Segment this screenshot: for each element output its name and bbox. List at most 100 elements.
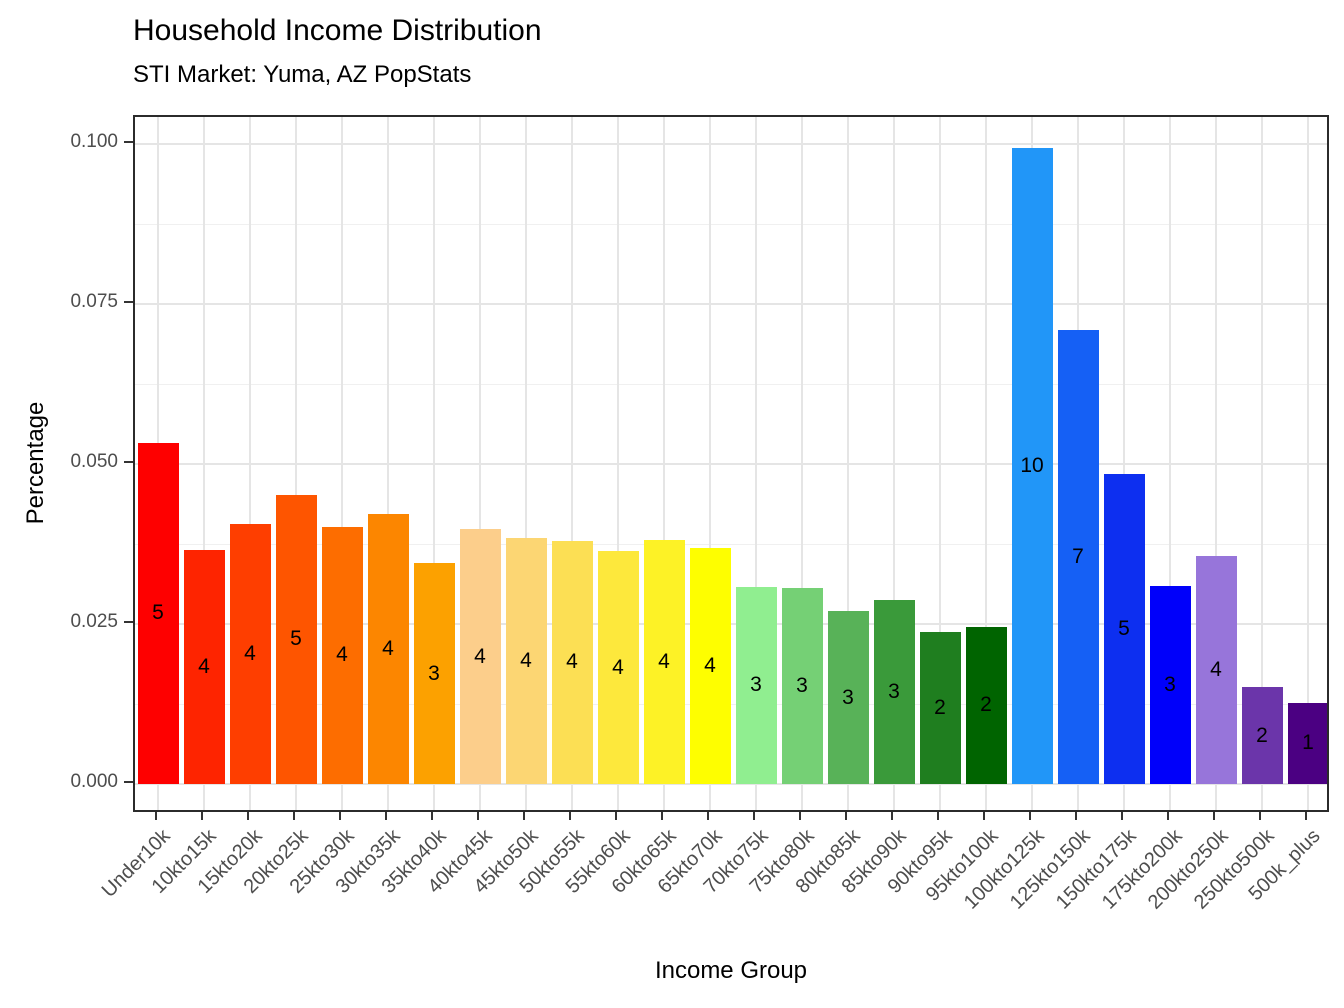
x-tick-mark (385, 812, 387, 820)
gridline-vertical (847, 117, 849, 810)
plot-panel: 5 4 4 5 4 4 3 4 4 4 4 4 4 3 3 3 3 2 2 10 7 5 3 4 2 1 (133, 115, 1329, 812)
y-tick-label: 0.100 (70, 131, 118, 152)
bar-70kto75k (735, 586, 777, 784)
bar-95kto100k (965, 626, 1007, 784)
gridline-major (135, 623, 1327, 625)
bar-175kto200k (1149, 585, 1191, 784)
bar-value-label: 2 (1256, 723, 1268, 747)
x-tick-mark (293, 812, 295, 820)
y-tick-label: 0.075 (70, 291, 118, 312)
gridline-vertical (985, 117, 987, 810)
x-tick-mark (845, 812, 847, 820)
gridline-vertical (249, 117, 251, 810)
bar-150kto175k (1103, 474, 1145, 784)
bar-85kto90k (873, 599, 915, 784)
x-tick-mark (569, 812, 571, 820)
x-tick-mark (477, 812, 479, 820)
x-tick-mark (1029, 812, 1031, 820)
x-tick-mark (523, 812, 525, 820)
bar-value-label: 4 (520, 649, 532, 673)
bar-80kto85k (827, 611, 869, 784)
bar-value-label: 4 (244, 641, 256, 665)
x-tick-mark (753, 812, 755, 820)
gridline-vertical (663, 117, 665, 810)
bar-value-label: 5 (1118, 617, 1130, 641)
gridline-vertical (433, 117, 435, 810)
bar-90kto95k (919, 632, 961, 784)
bar-value-label: 2 (980, 693, 992, 717)
y-tick-label: 0.050 (70, 451, 118, 472)
gridline-vertical (617, 117, 619, 810)
bar-value-label: 3 (842, 685, 854, 709)
gridline-vertical (1169, 117, 1171, 810)
bar-20kto25k (275, 494, 317, 784)
gridline-vertical (341, 117, 343, 810)
gridline-vertical (709, 117, 711, 810)
x-tick-mark (1167, 812, 1169, 820)
gridline-vertical (1261, 117, 1263, 810)
bar-75kto80k (781, 588, 823, 784)
gridline-vertical (387, 117, 389, 810)
gridline-vertical (939, 117, 941, 810)
x-tick-mark (1259, 812, 1261, 820)
y-tick-mark (124, 461, 133, 463)
x-tick-mark (707, 812, 709, 820)
x-tick-mark (1121, 812, 1123, 820)
gridline-vertical (1307, 117, 1309, 810)
x-tick-mark (615, 812, 617, 820)
bar-value-label: 4 (382, 636, 394, 660)
bar-65kto70k (689, 548, 731, 784)
gridline-vertical (479, 117, 481, 810)
bar-35kto40k (413, 563, 455, 784)
gridline-minor (135, 703, 1327, 705)
y-tick-mark (124, 621, 133, 623)
bar-30kto35k (367, 513, 409, 784)
chart-subtitle: STI Market: Yuma, AZ PopStats (133, 61, 472, 88)
bar-60kto65k (643, 540, 685, 784)
bar-50kto55k (551, 540, 593, 784)
bar-15kto20k (229, 523, 271, 784)
gridline-minor (135, 223, 1327, 225)
gridline-major (135, 783, 1327, 785)
bar-value-label: 4 (336, 643, 348, 667)
bar-value-label: 3 (796, 674, 808, 698)
y-tick-mark (124, 781, 133, 783)
y-tick-label: 0.000 (70, 771, 118, 792)
bar-value-label: 4 (474, 644, 486, 668)
bar-value-label: 10 (1020, 453, 1044, 477)
x-tick-mark (247, 812, 249, 820)
x-tick-mark (661, 812, 663, 820)
bar-value-label: 4 (704, 654, 716, 678)
x-tick-mark (891, 812, 893, 820)
bar-Under10k (137, 442, 179, 784)
bar-value-label: 5 (290, 627, 302, 651)
bar-45kto50k (505, 538, 547, 784)
gridline-vertical (571, 117, 573, 810)
x-tick-mark (799, 812, 801, 820)
bar-200kto250k (1195, 556, 1237, 784)
x-tick-mark (431, 812, 433, 820)
x-tick-mark (983, 812, 985, 820)
bar-10kto15k (183, 550, 225, 784)
bar-value-label: 3 (1164, 672, 1176, 696)
chart-title: Household Income Distribution (133, 14, 542, 47)
y-tick-mark (124, 301, 133, 303)
x-tick-mark (1075, 812, 1077, 820)
gridline-major (135, 303, 1327, 305)
bar-250kto500k (1241, 687, 1283, 784)
gridline-vertical (203, 117, 205, 810)
x-tick-mark (1213, 812, 1215, 820)
gridline-vertical (1123, 117, 1125, 810)
gridline-vertical (525, 117, 527, 810)
x-tick-mark (937, 812, 939, 820)
bar-55kto60k (597, 551, 639, 784)
gridline-vertical (755, 117, 757, 810)
bar-value-label: 3 (750, 673, 762, 697)
bar-500k_plus (1287, 702, 1327, 784)
gridline-vertical (893, 117, 895, 810)
bar-25kto30k (321, 526, 363, 784)
bar-value-label: 2 (934, 696, 946, 720)
bar-value-label: 4 (612, 655, 624, 679)
y-tick-mark (124, 141, 133, 143)
